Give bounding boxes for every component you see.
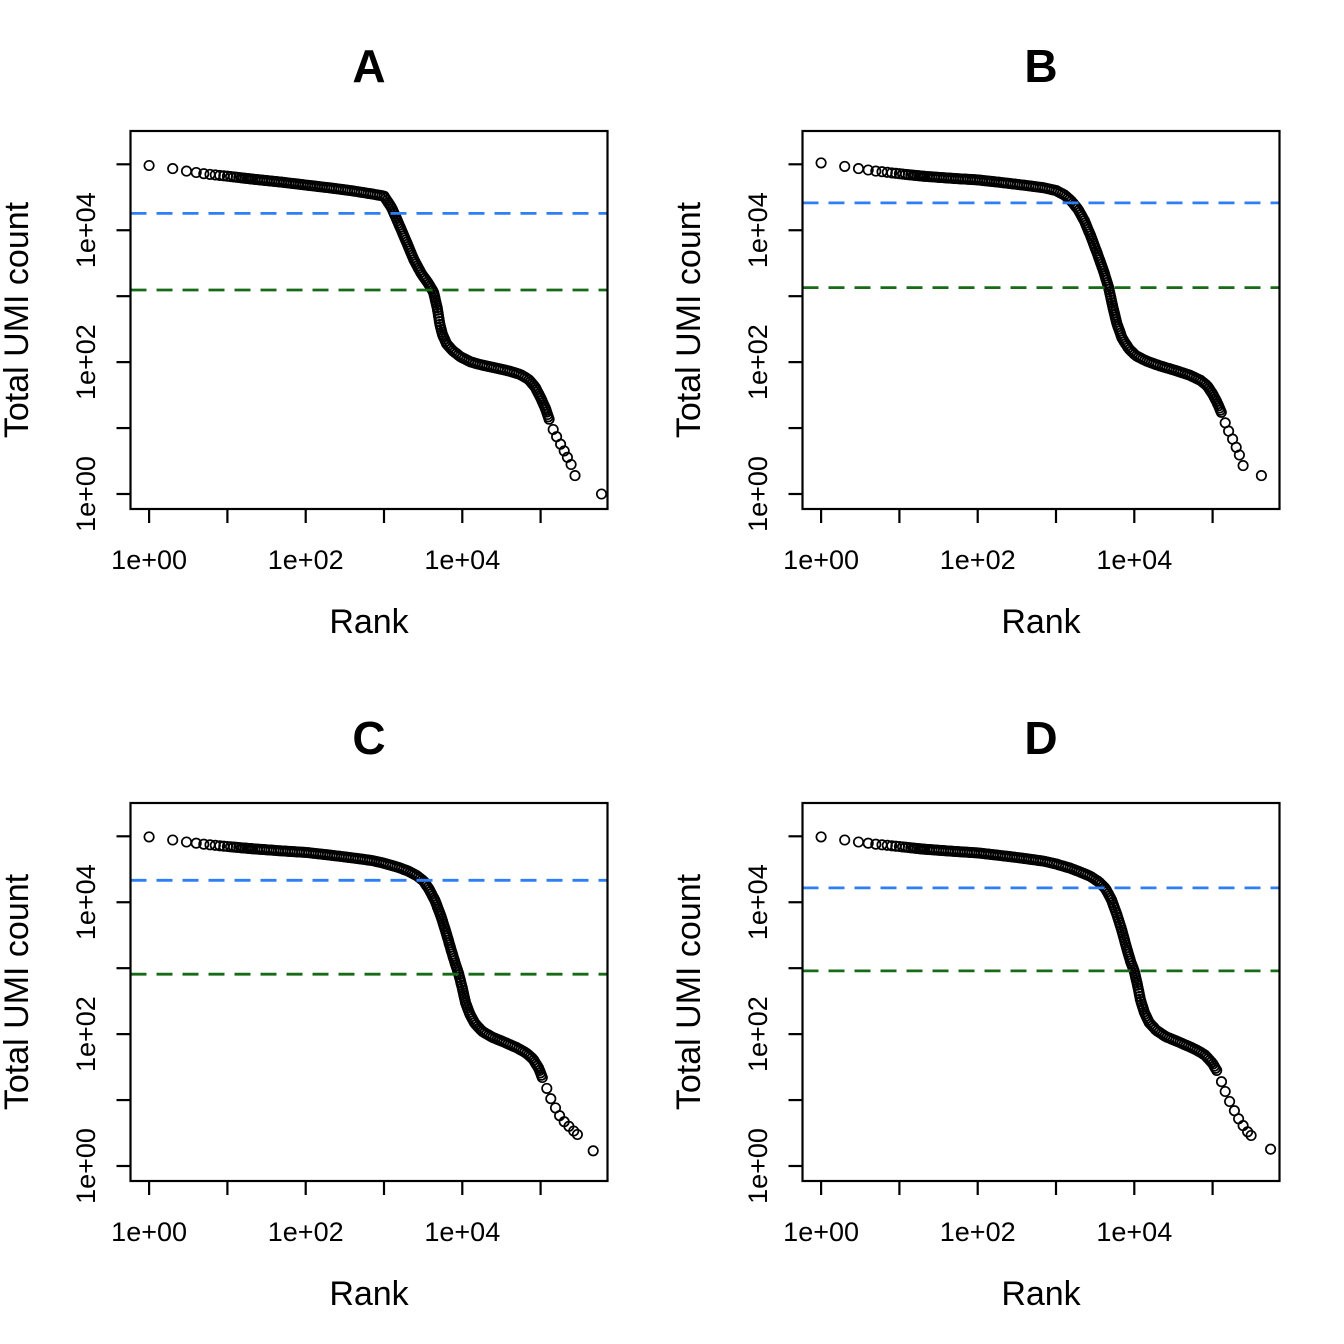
x-axis-label: Rank <box>329 603 409 641</box>
y-tick-label: 1e+04 <box>71 864 101 940</box>
panel-title: C <box>352 712 385 764</box>
y-tick-label: 1e+04 <box>743 864 773 940</box>
umi-rank-points <box>815 157 1267 482</box>
panel-b-chart: 1e+00 1e+02 1e+04 1e+00 1e+02 1e+04 B Rank Total… <box>672 0 1344 672</box>
x-tick-label: 1e+04 <box>1096 1217 1172 1247</box>
x-axis-label: Rank <box>329 1275 409 1313</box>
y-tick-label: 1e+00 <box>71 1128 101 1204</box>
y-tick-label: 1e+00 <box>71 456 101 532</box>
plot-box <box>129 801 609 1183</box>
x-axis-ticks <box>820 1181 1214 1195</box>
y-tick-label: 1e+04 <box>71 192 101 268</box>
y-axis-label: Total UMI count <box>672 201 708 438</box>
y-axis-ticks <box>788 163 803 496</box>
x-tick-label: 1e+00 <box>111 1217 187 1247</box>
x-tick-label: 1e+04 <box>1096 545 1172 575</box>
x-tick-label: 1e+00 <box>111 545 187 575</box>
y-tick-label: 1e+02 <box>743 324 773 400</box>
y-tick-label: 1e+02 <box>743 996 773 1072</box>
umi-rank-points <box>143 159 608 500</box>
panel-title: B <box>1024 40 1057 92</box>
plot-box <box>801 129 1281 511</box>
y-tick-label: 1e+04 <box>743 192 773 268</box>
x-axis-label: Rank <box>1001 1275 1081 1313</box>
x-tick-label: 1e+02 <box>940 1217 1016 1247</box>
x-tick-label: 1e+00 <box>783 1217 859 1247</box>
y-tick-label: 1e+02 <box>71 324 101 400</box>
x-axis-ticks <box>148 509 542 523</box>
plot-box <box>801 801 1281 1183</box>
x-axis-ticks <box>820 509 1214 523</box>
x-axis-ticks <box>148 1181 542 1195</box>
y-axis-label: Total UMI count <box>0 201 36 438</box>
panel-d-chart: 1e+00 1e+02 1e+04 1e+00 1e+02 1e+04 D Rank Total… <box>672 672 1344 1344</box>
panel-a-chart: 1e+00 1e+02 1e+04 1e+00 1e+02 1e+04 A Rank Total… <box>0 0 672 672</box>
x-tick-label: 1e+02 <box>268 1217 344 1247</box>
y-tick-label: 1e+00 <box>743 456 773 532</box>
y-tick-label: 1e+02 <box>71 996 101 1072</box>
panel-title: D <box>1024 712 1057 764</box>
y-axis-label: Total UMI count <box>0 873 36 1110</box>
panel-c-chart: 1e+00 1e+02 1e+04 1e+00 1e+02 1e+04 C Rank Total… <box>0 672 672 1344</box>
y-axis-ticks <box>116 835 131 1168</box>
panel-title: A <box>352 40 385 92</box>
plot-box <box>129 129 609 511</box>
x-tick-label: 1e+04 <box>424 1217 500 1247</box>
x-axis-label: Rank <box>1001 603 1081 641</box>
umi-rank-points <box>143 831 599 1157</box>
y-axis-ticks <box>788 835 803 1168</box>
y-tick-label: 1e+00 <box>743 1128 773 1204</box>
y-axis-ticks <box>116 163 131 496</box>
x-tick-label: 1e+00 <box>783 545 859 575</box>
x-tick-label: 1e+04 <box>424 545 500 575</box>
y-axis-label: Total UMI count <box>672 873 708 1110</box>
umi-rank-points <box>815 831 1277 1155</box>
x-tick-label: 1e+02 <box>268 545 344 575</box>
x-tick-label: 1e+02 <box>940 545 1016 575</box>
